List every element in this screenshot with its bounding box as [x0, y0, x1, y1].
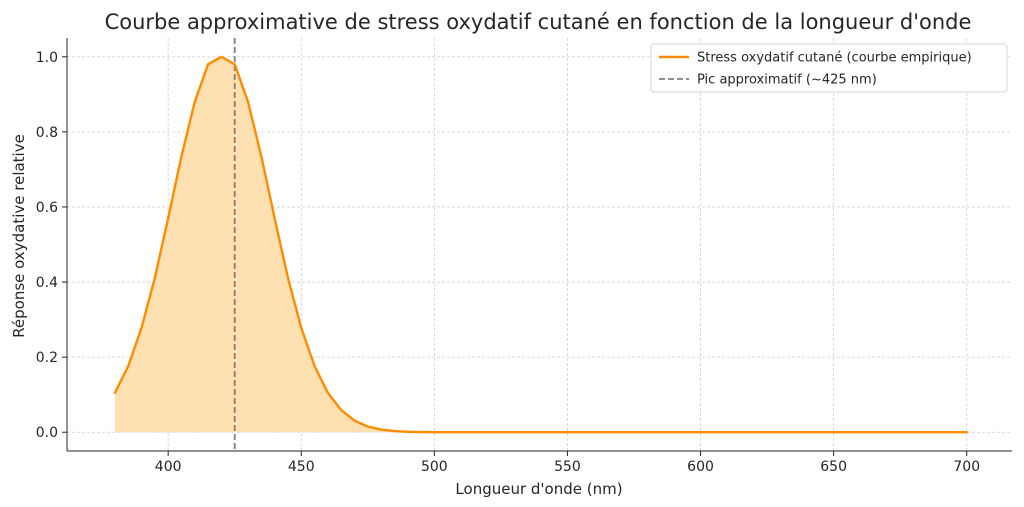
legend-series-label: Stress oxydatif cutané (courbe empirique… — [697, 51, 972, 66]
y-tick-label: 0.0 — [36, 425, 58, 441]
chart-title: Courbe approximative de stress oxydatif … — [105, 10, 972, 34]
axes-layer — [66, 38, 1012, 452]
y-axis-label: Réponse oxydative relative — [10, 134, 28, 338]
x-tick-label: 400 — [155, 459, 182, 475]
ticks-layer: 400 450 500 550 600 650 700 0.0 0.2 0.4 0.6 0.8 1.0 — [36, 50, 980, 475]
x-tick-label: 500 — [421, 459, 448, 475]
legend: Stress oxydatif cutané (courbe empirique… — [650, 43, 1008, 93]
series-area-fill — [114, 56, 967, 433]
x-tick-label: 550 — [554, 459, 581, 475]
y-tick-label: 0.8 — [36, 125, 58, 141]
series-line — [113, 55, 968, 434]
series-line-layer — [113, 55, 968, 434]
x-tick-label: 650 — [820, 459, 847, 475]
y-tick-label: 0.2 — [36, 350, 58, 366]
y-tick-label: 0.6 — [36, 200, 58, 216]
fill-layer — [114, 56, 967, 433]
x-axis-label: Longueur d'onde (nm) — [455, 480, 622, 498]
legend-reference-label: Pic approximatif (~425 nm) — [697, 73, 877, 88]
legend-box — [650, 43, 1008, 93]
x-tick-label: 700 — [953, 459, 980, 475]
y-tick-label: 0.4 — [36, 275, 58, 291]
x-tick-label: 600 — [687, 459, 714, 475]
y-tick-label: 1.0 — [36, 50, 58, 66]
x-tick-label: 450 — [288, 459, 315, 475]
